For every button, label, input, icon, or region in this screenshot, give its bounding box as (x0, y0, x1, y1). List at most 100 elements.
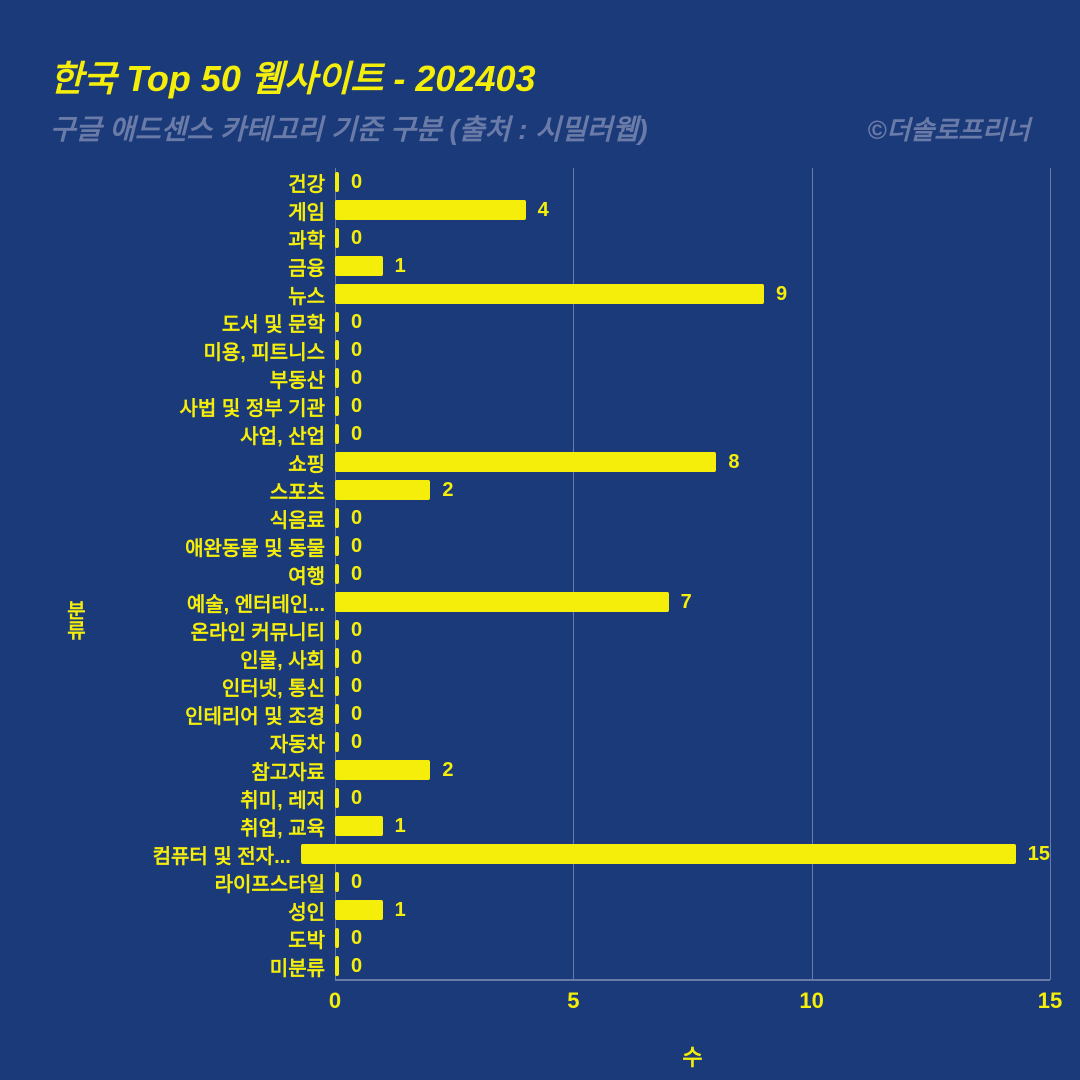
category-label: 사업, 산업 (100, 420, 335, 449)
value-label: 0 (351, 507, 362, 530)
bar (335, 172, 339, 192)
bar-area: 0 (335, 700, 1050, 728)
category-label: 스포츠 (100, 476, 335, 505)
bar-area: 0 (335, 532, 1050, 560)
bar (335, 256, 383, 276)
bar (335, 228, 339, 248)
bar-area: 0 (335, 672, 1050, 700)
chart-row: 미분류0 (100, 952, 1050, 980)
bar-area: 1 (335, 896, 1050, 924)
bar (335, 620, 339, 640)
category-label: 금융 (100, 252, 335, 281)
category-label: 과학 (100, 224, 335, 253)
plot-area: 건강0게임4과학0금융1뉴스9도서 및 문학0미용, 피트니스0부동산0사법 및… (100, 168, 1050, 980)
value-label: 1 (395, 815, 406, 838)
chart-row: 컴퓨터 및 전자...15 (100, 840, 1050, 868)
chart-row: 도서 및 문학0 (100, 308, 1050, 336)
bar-area: 9 (335, 280, 1050, 308)
bar (335, 284, 764, 304)
gridline (1050, 168, 1051, 980)
value-label: 1 (395, 899, 406, 922)
category-label: 컴퓨터 및 전자... (100, 840, 301, 869)
bar-area: 0 (335, 616, 1050, 644)
category-label: 인물, 사회 (100, 644, 335, 673)
chart-credit: ©더솔로프리너 (867, 110, 1030, 147)
bar-area: 0 (335, 728, 1050, 756)
bar-area: 0 (335, 392, 1050, 420)
value-label: 0 (351, 227, 362, 250)
bar-area: 7 (335, 588, 1050, 616)
bar (335, 788, 339, 808)
bar (335, 200, 526, 220)
chart-row: 성인 1 (100, 896, 1050, 924)
bar-area: 0 (335, 784, 1050, 812)
bar (335, 676, 339, 696)
chart-row: 게임4 (100, 196, 1050, 224)
bar-area: 0 (335, 504, 1050, 532)
chart-row: 부동산 0 (100, 364, 1050, 392)
category-label: 취업, 교육 (100, 812, 335, 841)
value-label: 0 (351, 311, 362, 334)
x-axis-ticks: 051015 (335, 980, 1050, 1020)
category-label: 온라인 커뮤니티 (100, 616, 335, 645)
x-tick-label: 15 (1038, 988, 1062, 1014)
category-label: 뉴스 (100, 280, 335, 309)
value-label: 9 (776, 283, 787, 306)
chart-row: 인테리어 및 조경0 (100, 700, 1050, 728)
chart-row: 뉴스 9 (100, 280, 1050, 308)
category-label: 건강 (100, 168, 335, 197)
chart-row: 건강0 (100, 168, 1050, 196)
chart-row: 사업, 산업0 (100, 420, 1050, 448)
value-label: 0 (351, 955, 362, 978)
value-label: 0 (351, 563, 362, 586)
bar (335, 452, 716, 472)
x-tick-label: 10 (799, 988, 823, 1014)
bar (335, 368, 339, 388)
bar (335, 340, 339, 360)
bar (335, 424, 339, 444)
category-label: 게임 (100, 196, 335, 225)
value-label: 0 (351, 927, 362, 950)
value-label: 0 (351, 367, 362, 390)
chart-row: 여행 0 (100, 560, 1050, 588)
chart-row: 취업, 교육 1 (100, 812, 1050, 840)
chart-row: 도박0 (100, 924, 1050, 952)
chart-row: 스포츠 2 (100, 476, 1050, 504)
value-label: 0 (351, 675, 362, 698)
bar-area: 0 (335, 168, 1050, 196)
category-label: 인터넷, 통신 (100, 672, 335, 701)
bar (335, 564, 339, 584)
bar-area: 2 (335, 476, 1050, 504)
bar-area: 15 (301, 840, 1050, 868)
bar-area: 2 (335, 756, 1050, 784)
category-label: 식음료 (100, 504, 335, 533)
category-label: 인테리어 및 조경 (100, 700, 335, 729)
category-label: 쇼핑 (100, 448, 335, 477)
category-label: 예술, 엔터테인... (100, 588, 335, 617)
category-label: 성인 (100, 896, 335, 925)
bar-area: 4 (335, 196, 1050, 224)
chart-row: 예술, 엔터테인...7 (100, 588, 1050, 616)
chart-row: 라이프스타일0 (100, 868, 1050, 896)
category-label: 취미, 레저 (100, 784, 335, 813)
bar-area: 8 (335, 448, 1050, 476)
chart-row: 취미, 레저 0 (100, 784, 1050, 812)
bar (335, 396, 339, 416)
bar-area: 0 (335, 560, 1050, 588)
bar-area: 0 (335, 868, 1050, 896)
value-label: 0 (351, 731, 362, 754)
y-axis-title: 분류 (60, 600, 89, 640)
value-label: 0 (351, 787, 362, 810)
category-label: 라이프스타일 (100, 868, 335, 897)
category-label: 여행 (100, 560, 335, 589)
category-label: 부동산 (100, 364, 335, 393)
bar (335, 872, 339, 892)
value-label: 0 (351, 535, 362, 558)
x-axis-title: 수 (335, 1040, 1050, 1072)
bar (301, 844, 1016, 864)
value-label: 2 (442, 479, 453, 502)
category-label: 애완동물 및 동물 (100, 532, 335, 561)
value-label: 0 (351, 647, 362, 670)
bar (335, 816, 383, 836)
category-label: 참고자료 (100, 756, 335, 785)
